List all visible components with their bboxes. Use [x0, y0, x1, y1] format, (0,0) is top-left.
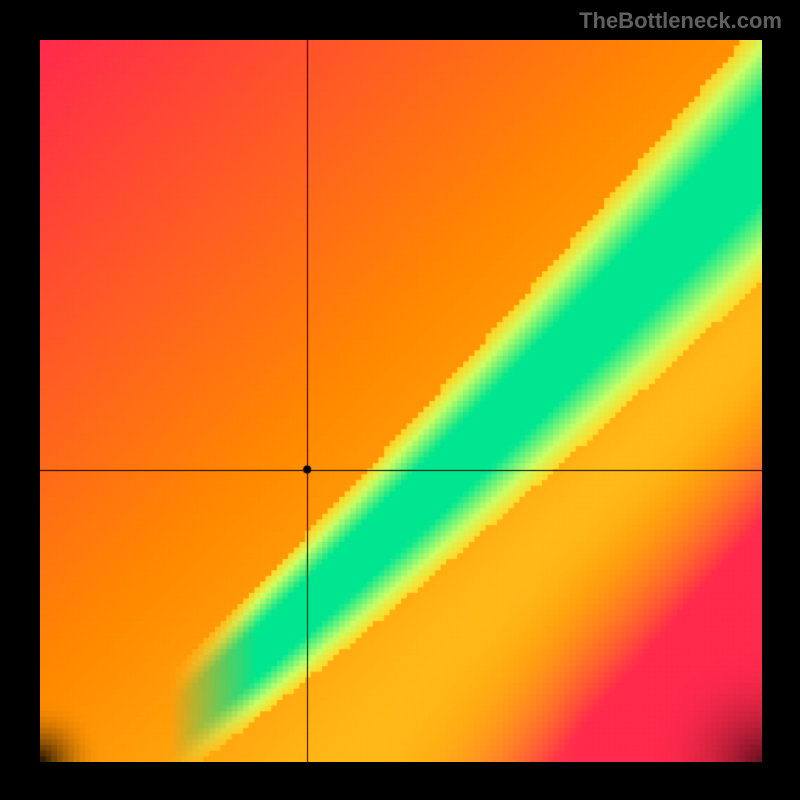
chart-wrapper: { "attribution": { "text": "TheBottlenec… [0, 0, 800, 800]
crosshair-overlay [40, 40, 762, 762]
attribution-label: TheBottleneck.com [579, 8, 782, 34]
